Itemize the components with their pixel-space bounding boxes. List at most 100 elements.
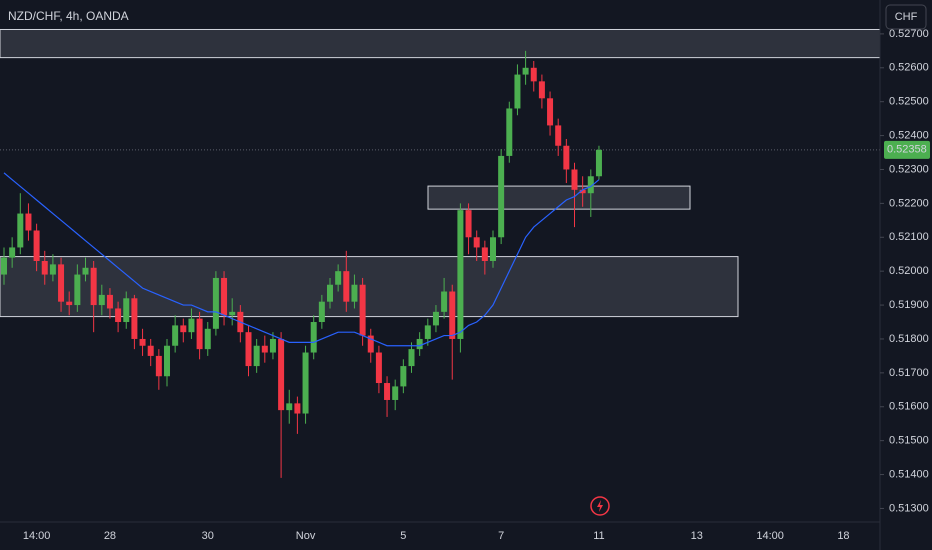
candle-body <box>359 284 366 336</box>
x-tick-label: 28 <box>104 530 116 542</box>
y-tick-label: 0.51900 <box>889 299 929 311</box>
candle-body <box>25 213 32 231</box>
candle-body <box>33 230 40 261</box>
last-price-label: 0.52358 <box>887 144 927 156</box>
zone <box>427 185 691 210</box>
candle-body <box>139 338 146 346</box>
candle-body <box>286 403 293 411</box>
candle-body <box>555 125 562 146</box>
candle-body <box>408 349 415 367</box>
candle-body <box>522 67 529 75</box>
candle-body <box>416 338 423 350</box>
candle-body <box>473 237 480 248</box>
candle-body <box>98 294 105 306</box>
candle-body <box>335 271 342 285</box>
y-tick-label: 0.52300 <box>889 163 929 175</box>
candle-body <box>115 308 122 323</box>
candle-body <box>595 149 602 177</box>
candle-body <box>310 322 317 353</box>
candle-body <box>506 108 513 156</box>
currency-button[interactable]: CHF <box>885 4 927 30</box>
x-tick-label: 7 <box>498 530 504 542</box>
candle-body <box>579 189 586 194</box>
y-tick-label: 0.52700 <box>889 28 929 40</box>
last-price-box <box>884 140 930 159</box>
candle-body <box>571 169 578 190</box>
candle-body <box>587 176 594 194</box>
candle-body <box>180 325 187 333</box>
y-tick-label: 0.52600 <box>889 62 929 74</box>
x-tick-label: 13 <box>691 530 703 542</box>
candle-body <box>269 338 276 353</box>
moving-average <box>3 172 600 347</box>
candle-body <box>261 345 268 353</box>
currency-label[interactable]: CHF <box>895 11 918 23</box>
y-tick-label: 0.51700 <box>889 367 929 379</box>
candle-body <box>66 301 73 306</box>
y-tick-label: 0.52100 <box>889 231 929 243</box>
alert-icon-ring[interactable] <box>590 496 610 516</box>
x-tick-label: Nov <box>296 530 316 542</box>
candle-body <box>212 277 219 329</box>
candle-body <box>49 264 56 275</box>
candle-body <box>465 210 472 238</box>
candle-body <box>490 237 496 261</box>
candle-body <box>204 328 211 350</box>
x-tick-label: 30 <box>202 530 214 542</box>
candle-body <box>400 366 407 387</box>
candle-body <box>90 267 97 306</box>
y-tick-label: 0.52000 <box>889 265 929 277</box>
y-tick-label: 0.51300 <box>889 502 929 514</box>
candle-body <box>424 325 431 339</box>
candle-body <box>221 277 228 316</box>
candle-body <box>74 274 81 306</box>
candle-body <box>327 284 333 302</box>
y-tick-label: 0.52400 <box>889 129 929 141</box>
x-tick-label: 5 <box>400 530 406 542</box>
candle-body <box>530 67 537 82</box>
y-tick-label: 0.51600 <box>889 401 929 413</box>
candle-body <box>229 311 236 316</box>
candle-body <box>9 247 16 258</box>
candle-body <box>82 267 89 275</box>
candle-body <box>245 332 252 367</box>
candle-body <box>1 257 7 275</box>
candle-body <box>58 264 65 302</box>
candle-body <box>41 261 48 275</box>
candle-body <box>384 383 391 400</box>
candle-body <box>441 291 448 312</box>
candle-body <box>547 98 554 126</box>
candle-body <box>131 298 138 339</box>
y-tick-label: 0.51500 <box>889 435 929 447</box>
zone <box>0 28 881 59</box>
candle-body <box>164 345 170 377</box>
candle-body <box>172 325 179 346</box>
candle-body <box>481 247 488 261</box>
candle-body <box>392 386 399 400</box>
candle-body <box>302 352 309 414</box>
candle-body <box>457 210 464 339</box>
y-tick-label: 0.52200 <box>889 197 929 209</box>
candle-body <box>449 291 456 339</box>
y-tick-label: 0.52500 <box>889 96 929 108</box>
candle-body <box>196 318 203 350</box>
candle-body <box>563 145 570 170</box>
candle-body <box>278 338 285 411</box>
candle-body <box>318 301 325 323</box>
candle-body <box>17 213 24 248</box>
candle-body <box>155 355 162 377</box>
candle-body <box>343 271 350 302</box>
chart-title: NZD/CHF, 4h, OANDA <box>8 9 129 23</box>
candle-body <box>367 335 374 353</box>
zone <box>0 256 739 318</box>
x-tick-label: 14:00 <box>23 530 51 542</box>
candle-body <box>147 345 154 356</box>
currency-button-frame[interactable] <box>885 4 927 30</box>
candle-body <box>375 352 382 384</box>
alert-icon[interactable] <box>590 496 610 516</box>
alert-icon-bolt[interactable] <box>597 500 603 512</box>
candle-body <box>253 345 260 367</box>
candle-body <box>538 81 545 99</box>
